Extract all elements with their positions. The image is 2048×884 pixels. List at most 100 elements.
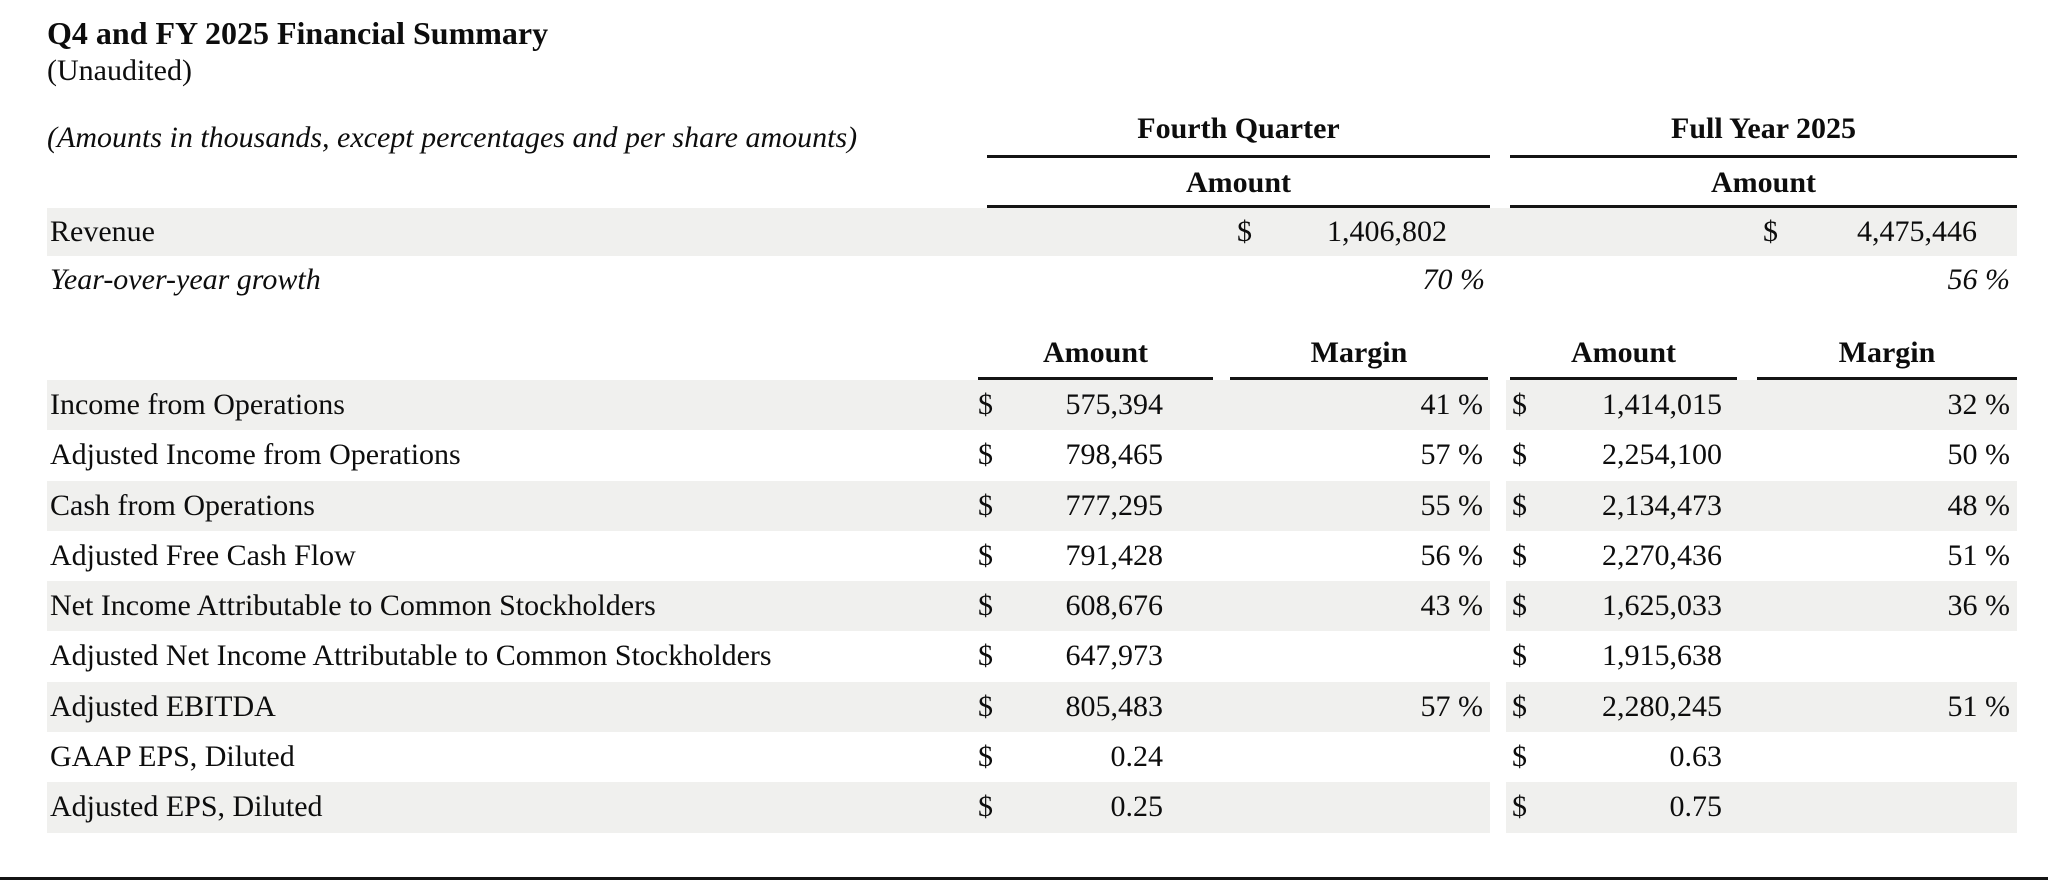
q4-margin bbox=[1240, 631, 1483, 681]
q4-amount: 791,428 bbox=[1065, 538, 1164, 572]
currency-symbol: $ bbox=[978, 538, 993, 572]
table-row: Year-over-year growth 70 % 56 % bbox=[0, 258, 2048, 302]
fy-margin: 50 % bbox=[1947, 438, 2011, 472]
fy-margin bbox=[1760, 782, 2010, 832]
fy-margin: 51 % bbox=[1947, 689, 2011, 723]
q4-amount: 798,465 bbox=[1065, 438, 1164, 472]
fy-margin: 32 % bbox=[1947, 388, 2011, 421]
q4-margin: 57 % bbox=[1420, 689, 1484, 723]
q4-amount: 777,295 bbox=[1065, 488, 1164, 522]
year-group-header: Full Year 2025 bbox=[1671, 112, 1856, 145]
fy-margin: 51 % bbox=[1947, 538, 2011, 572]
row-label: Cash from Operations bbox=[50, 488, 315, 522]
row-stripe bbox=[1506, 681, 2017, 733]
amounts-note: (Amounts in thousands, except percentage… bbox=[47, 121, 858, 154]
currency-symbol: $ bbox=[1237, 215, 1252, 248]
currency-symbol: $ bbox=[978, 438, 993, 472]
row-label: Adjusted EBITDA bbox=[50, 689, 276, 723]
row-stripe bbox=[47, 782, 1490, 833]
currency-symbol: $ bbox=[1512, 488, 1527, 522]
q4-margin: 43 % bbox=[1420, 589, 1484, 623]
table-row: GAAP EPS, Diluted $ 0.24 $ 0.63 bbox=[0, 732, 2048, 782]
fy-margin-header: Margin bbox=[1838, 336, 1936, 369]
year-amount-header: Amount bbox=[1710, 166, 1816, 199]
rule-q4-margin bbox=[1230, 377, 1488, 380]
rule-year-amount bbox=[1510, 205, 2017, 208]
rule-fy-amount bbox=[1510, 377, 1737, 380]
table-row: Net Income Attributable to Common Stockh… bbox=[0, 581, 2048, 632]
row-stripe bbox=[1506, 480, 2017, 531]
quarter-amount-header: Amount bbox=[1185, 166, 1291, 199]
fy-margin: 48 % bbox=[1947, 488, 2011, 522]
table-row: Adjusted EBITDA $ 805,483 57 % $ 2,280,2… bbox=[0, 681, 2048, 733]
currency-symbol: $ bbox=[978, 689, 993, 723]
q4-margin: 56 % bbox=[1420, 538, 1484, 572]
currency-symbol: $ bbox=[978, 639, 993, 673]
currency-symbol: $ bbox=[1512, 740, 1527, 774]
row-stripe bbox=[47, 480, 1490, 531]
fy-amount: 0.63 bbox=[1669, 740, 1723, 774]
rule-q4-amount bbox=[978, 377, 1213, 380]
quarter-group-header: Fourth Quarter bbox=[1137, 112, 1340, 145]
q4-margin bbox=[1240, 782, 1483, 832]
q4-amount: 647,973 bbox=[1065, 639, 1164, 673]
table-row: Income from Operations $ 575,394 41 % $ … bbox=[0, 380, 2048, 431]
currency-symbol: $ bbox=[1512, 689, 1527, 723]
page-subtitle: (Unaudited) bbox=[47, 54, 192, 87]
currency-symbol: $ bbox=[978, 388, 993, 421]
rule-quarter-header bbox=[987, 155, 1490, 158]
table-row: Cash from Operations $ 777,295 55 % $ 2,… bbox=[0, 480, 2048, 531]
currency-symbol: $ bbox=[1512, 790, 1527, 824]
q4-amount-header: Amount bbox=[1042, 336, 1148, 369]
currency-symbol: $ bbox=[978, 790, 993, 824]
row-stripe bbox=[47, 581, 1490, 632]
row-stripe bbox=[47, 208, 2017, 256]
currency-symbol: $ bbox=[1512, 639, 1527, 673]
row-stripe bbox=[47, 380, 1490, 431]
row-label: Adjusted Net Income Attributable to Comm… bbox=[50, 639, 772, 673]
currency-symbol: $ bbox=[1512, 388, 1527, 421]
row-stripe bbox=[1506, 581, 2017, 632]
q4-margin: 55 % bbox=[1420, 488, 1484, 522]
currency-symbol: $ bbox=[1512, 438, 1527, 472]
q4-amount: 805,483 bbox=[1065, 689, 1164, 723]
growth-q4-value: 70 % bbox=[1422, 263, 1486, 296]
page-title: Q4 and FY 2025 Financial Summary bbox=[47, 15, 549, 51]
row-stripe bbox=[47, 681, 1490, 733]
fy-margin bbox=[1760, 631, 2010, 681]
rule-year-header bbox=[1510, 155, 2017, 158]
rule-fy-margin bbox=[1757, 377, 2017, 380]
fy-amount: 1,414,015 bbox=[1602, 388, 1722, 421]
growth-label: Year-over-year growth bbox=[50, 263, 321, 296]
table-row: Adjusted EPS, Diluted $ 0.25 $ 0.75 bbox=[0, 782, 2048, 833]
fy-amount: 2,254,100 bbox=[1602, 438, 1722, 472]
q4-margin-header: Margin bbox=[1310, 336, 1408, 369]
table-row: Adjusted Net Income Attributable to Comm… bbox=[0, 631, 2048, 681]
row-label: Net Income Attributable to Common Stockh… bbox=[50, 589, 656, 623]
fy-amount-header: Amount bbox=[1570, 336, 1676, 369]
row-label: Income from Operations bbox=[50, 388, 345, 421]
row-stripe bbox=[1506, 782, 2017, 833]
q4-amount: 608,676 bbox=[1065, 589, 1164, 623]
row-label: GAAP EPS, Diluted bbox=[50, 740, 295, 774]
table-row: Revenue $ 1,406,802 $ 4,475,446 bbox=[0, 208, 2048, 256]
fy-amount: 1,915,638 bbox=[1602, 639, 1722, 673]
bottom-rule bbox=[0, 877, 2048, 880]
fy-amount: 1,625,033 bbox=[1602, 589, 1722, 623]
row-label: Adjusted Income from Operations bbox=[50, 438, 461, 472]
q4-amount: 575,394 bbox=[1065, 388, 1164, 421]
table-row: Adjusted Income from Operations $ 798,46… bbox=[0, 430, 2048, 480]
q4-margin: 57 % bbox=[1420, 438, 1484, 472]
q4-margin: 41 % bbox=[1420, 388, 1484, 421]
metrics-table: Income from Operations $ 575,394 41 % $ … bbox=[0, 380, 2048, 833]
q4-amount: 0.25 bbox=[1110, 790, 1164, 824]
row-label: Adjusted EPS, Diluted bbox=[50, 790, 323, 824]
table-row: Adjusted Free Cash Flow $ 791,428 56 % $… bbox=[0, 531, 2048, 581]
revenue-label: Revenue bbox=[50, 215, 155, 248]
currency-symbol: $ bbox=[978, 488, 993, 522]
currency-symbol: $ bbox=[978, 589, 993, 623]
q4-amount: 0.24 bbox=[1110, 740, 1164, 774]
fy-margin: 36 % bbox=[1947, 589, 2011, 623]
fy-amount: 0.75 bbox=[1669, 790, 1723, 824]
